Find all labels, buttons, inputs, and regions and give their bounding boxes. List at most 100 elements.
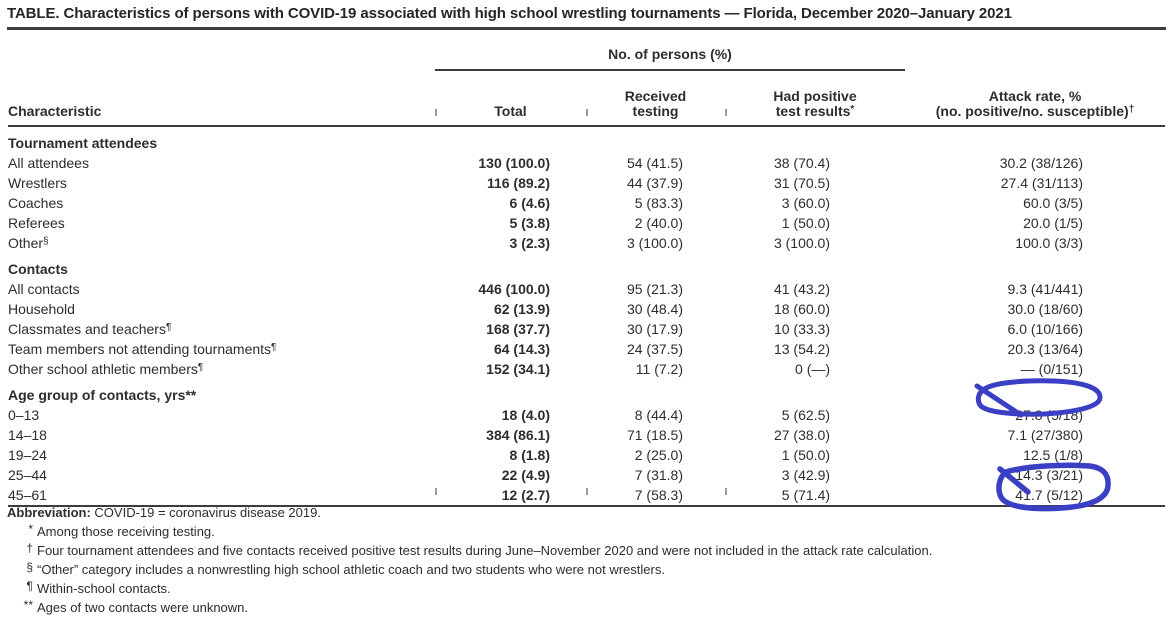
positive-cell: 13 (54.2) xyxy=(773,341,831,357)
col-header-received-line2: testing xyxy=(632,103,679,119)
positive-cell: 3 (100.0) xyxy=(773,235,831,251)
table-row: All contacts 446 (100.0) 95 (21.3) 41 (43.2… xyxy=(8,279,1165,299)
positive-cell: 3 (42.9) xyxy=(781,467,831,483)
tested-cell: 30 (48.4) xyxy=(626,301,683,317)
attack-cell-circled: 27.8 (5/18) xyxy=(1015,407,1084,423)
total-cell: 6 (4.6) xyxy=(509,195,550,211)
footnote-marker: ** xyxy=(23,598,33,612)
table-row: Other§ 3 (2.3) 3 (100.0) 3 (100.0) 100.0 (3/… xyxy=(8,233,1165,253)
table-row: Team members not attending tournaments¶ 6… xyxy=(8,339,1165,359)
tested-cell: 3 (100.0) xyxy=(626,235,683,251)
footnote-marker: ¶ xyxy=(271,342,277,353)
total-cell: 384 (86.1) xyxy=(486,427,550,443)
table-body: Tournament attendees All attendees 130 (10… xyxy=(8,126,1165,506)
col-header-received-testing: Received testing xyxy=(586,70,725,127)
footnote-marker: § xyxy=(26,560,33,574)
total-cell: 64 (14.3) xyxy=(493,341,550,357)
row-label: Household xyxy=(8,301,75,317)
table-row: Household 62 (13.9) 30 (48.4) 18 (60.0) 30.0… xyxy=(8,299,1165,319)
tested-cell: 95 (21.3) xyxy=(626,281,683,297)
row-label: Other§ xyxy=(8,235,49,251)
footnote-line: * Among those receiving testing. xyxy=(7,522,932,541)
section-title: Age group of contacts, yrs** xyxy=(8,387,197,403)
attack-cell-circled: 41.7 (5/12) xyxy=(1015,487,1084,503)
tested-cell: 71 (18.5) xyxy=(626,427,683,443)
tested-cell: 5 (83.3) xyxy=(634,195,683,211)
footnote-marker: † xyxy=(26,541,33,555)
footnote-text: “Other” category includes a nonwrestling… xyxy=(37,562,665,577)
table-row: Coaches 6 (4.6) 5 (83.3) 3 (60.0) 60.0 (3/5) xyxy=(8,193,1165,213)
attack-cell: 60.0 (3/5) xyxy=(1023,195,1084,211)
total-cell: 18 (4.0) xyxy=(501,407,550,423)
tested-cell: 11 (7.2) xyxy=(635,361,683,377)
positive-cell: 10 (33.3) xyxy=(773,321,831,337)
table-row: Referees 5 (3.8) 2 (40.0) 1 (50.0) 20.0 (1/5… xyxy=(8,213,1165,233)
col-header-positive-line2: test results xyxy=(775,103,851,119)
attack-cell: 30.2 (38/126) xyxy=(999,155,1084,171)
col-header-total: Total xyxy=(435,70,586,127)
col-header-received-line1: Received xyxy=(624,88,687,104)
section-header-row: Age group of contacts, yrs** xyxy=(8,379,1165,405)
row-label: Other school athletic members¶ xyxy=(8,361,204,377)
col-header-characteristic: Characteristic xyxy=(8,70,435,127)
table-row: Classmates and teachers¶ 168 (37.7) 30 (17… xyxy=(8,319,1165,339)
abbreviation-text: COVID-19 = coronavirus disease 2019. xyxy=(90,505,321,520)
footnote-marker-asterisk: * xyxy=(850,104,855,115)
tested-cell: 8 (44.4) xyxy=(634,407,683,423)
characteristics-table: No. of persons (%) Characteristic Total … xyxy=(8,32,1166,507)
table-row: Wrestlers 116 (89.2) 44 (37.9) 31 (70.5) 27.… xyxy=(8,173,1165,193)
table-row: 0–13 18 (4.0) 8 (44.4) 5 (62.5) 27.8 (5/18) xyxy=(8,405,1165,425)
attack-cell: 6.0 (10/166) xyxy=(1007,321,1084,337)
col-header-attack-rate: Attack rate, % (no. positive/no. suscepti… xyxy=(905,70,1166,127)
total-cell: 62 (13.9) xyxy=(493,301,550,317)
footnote-marker: ¶ xyxy=(165,322,172,333)
attack-cell: 9.3 (41/441) xyxy=(1007,281,1084,297)
tested-cell: 7 (58.3) xyxy=(634,487,683,503)
col-header-attack-line2: (no. positive/no. susceptible) xyxy=(935,103,1129,119)
tested-cell: 2 (25.0) xyxy=(634,447,683,463)
table-row: All attendees 130 (100.0) 54 (41.5) 38 (70.… xyxy=(8,153,1165,173)
section-header-row: Tournament attendees xyxy=(8,126,1165,153)
col-header-attack-line1: Attack rate, % xyxy=(988,88,1082,104)
footnote-text: Four tournament attendees and five conta… xyxy=(37,543,933,558)
row-label: Referees xyxy=(8,215,65,231)
spanner-row: No. of persons (%) xyxy=(8,32,1165,71)
tested-cell: 30 (17.9) xyxy=(626,321,683,337)
footnote-line: § “Other” category includes a nonwrestlin… xyxy=(7,560,932,579)
footnote-marker: * xyxy=(28,522,33,536)
row-label: Classmates and teachers¶ xyxy=(8,321,172,337)
row-label: 25–44 xyxy=(8,467,47,483)
abbreviation-label: Abbreviation: xyxy=(7,505,91,520)
positive-cell: 31 (70.5) xyxy=(773,175,831,191)
tested-cell: 54 (41.5) xyxy=(626,155,683,171)
table-header: No. of persons (%) Characteristic Total … xyxy=(8,32,1166,127)
row-label: All contacts xyxy=(8,281,80,297)
tested-cell: 2 (40.0) xyxy=(634,215,683,231)
col-header-positive-results: Had positive test results* xyxy=(725,70,906,127)
section-header-row: Contacts xyxy=(8,253,1165,279)
attack-cell: 14.3 (3/21) xyxy=(1015,467,1084,483)
section-title: Contacts xyxy=(8,261,68,277)
footnotes: Abbreviation: COVID-19 = coronavirus dis… xyxy=(7,503,932,617)
total-cell: 22 (4.9) xyxy=(501,467,550,483)
total-cell: 116 (89.2) xyxy=(486,175,550,191)
positive-cell: 5 (62.5) xyxy=(781,407,831,423)
total-cell: 168 (37.7) xyxy=(486,321,550,337)
abbreviation-line: Abbreviation: COVID-19 = coronavirus dis… xyxy=(7,503,932,522)
title-rule xyxy=(7,27,1166,30)
table-row: 25–44 22 (4.9) 7 (31.8) 3 (42.9) 14.3 (3/21) xyxy=(8,465,1165,485)
section-title: Tournament attendees xyxy=(8,135,158,151)
positive-cell: 1 (50.0) xyxy=(781,447,831,463)
total-cell: 3 (2.3) xyxy=(509,235,550,251)
positive-cell: 27 (38.0) xyxy=(773,427,831,443)
rule-tick xyxy=(586,488,588,495)
footnote-marker: ¶ xyxy=(197,362,204,373)
attack-cell: 12.5 (1/8) xyxy=(1023,447,1084,463)
row-label: 0–13 xyxy=(8,407,40,423)
row-label: Wrestlers xyxy=(8,175,67,191)
footnote-text: Within-school contacts. xyxy=(37,581,171,596)
row-label: 19–24 xyxy=(8,447,47,463)
attack-cell: 100.0 (3/3) xyxy=(1015,235,1084,251)
rule-tick xyxy=(435,488,437,495)
total-cell: 5 (3.8) xyxy=(509,215,550,231)
